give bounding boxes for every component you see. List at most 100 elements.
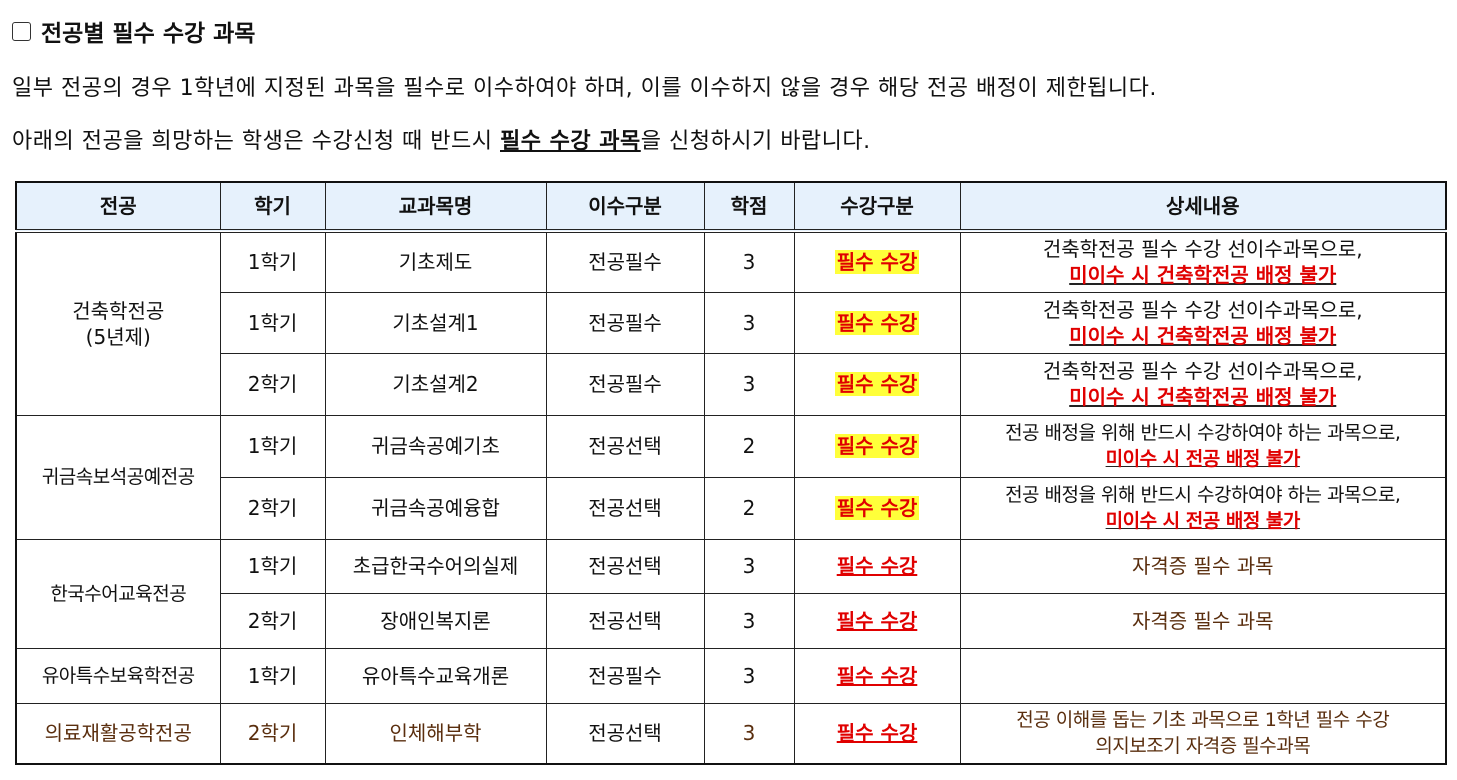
credit: 2 bbox=[742, 496, 756, 520]
detail-cell: 건축학전공 필수 수강 선이수과목으로, 미이수 시 건축학전공 배정 불가 bbox=[959, 291, 1447, 354]
column-header: 이수구분 bbox=[545, 181, 705, 233]
detail-warning: 의지보조기 자격증 필수과목 bbox=[1095, 735, 1311, 758]
major-cell: 건축학전공 (5년제) bbox=[15, 230, 221, 416]
column-header: 수강구분 bbox=[793, 181, 961, 233]
detail-cell: 건축학전공 필수 수강 선이수과목으로, 미이수 시 건축학전공 배정 불가 bbox=[959, 230, 1447, 293]
detail-warning: 미이수 시 전공 배정 불가 bbox=[1105, 510, 1301, 532]
heading-text: 전공별 필수 수강 과목 bbox=[41, 21, 256, 47]
course-name: 장애인복지론 bbox=[380, 608, 491, 633]
course-type: 전공선택 bbox=[588, 434, 662, 458]
detail-cell: 전공 배정을 위해 반드시 수강하여야 하는 과목으로, 미이수 시 전공 배정 … bbox=[959, 476, 1447, 540]
table-row: 한국수어교육전공 1학기 초급한국수어의실제 전공선택 3 필수 수강 자격증 필수 과목 bbox=[15, 538, 1447, 649]
column-header: 상세내용 bbox=[959, 181, 1447, 233]
requirement-badge: 필수 수강 bbox=[836, 608, 918, 633]
column-header: 학점 bbox=[703, 181, 795, 233]
table-row: 유아특수보육학전공 1학기 유아특수교육개론 전공필수 3 필수 수강 bbox=[15, 647, 1447, 704]
required-courses-table: 전공 학기 교과목명 이수구분 학점 수강구분 상세내용 건축학전공 (5년제) 1학기 기초제… bbox=[15, 181, 1447, 765]
credit: 3 bbox=[742, 721, 756, 746]
table-row: 의료재활공학전공 2학기 인체해부학 전공선택 3 필수 수강 전공 이해를 돕는 기초 과… bbox=[15, 702, 1447, 765]
intro-line-2: 아래의 전공을 희망하는 학생은 수강신청 때 반드시 필수 수강 과목을 신청… bbox=[12, 123, 871, 155]
course-type: 전공선택 bbox=[588, 608, 662, 633]
course-type: 전공선택 bbox=[588, 496, 662, 520]
course-type: 전공필수 bbox=[588, 250, 662, 275]
course-name: 인체해부학 bbox=[389, 721, 482, 746]
detail-warning: 미이수 시 건축학전공 배정 불가 bbox=[1069, 323, 1337, 348]
semester: 1학기 bbox=[247, 250, 298, 275]
table-row: 건축학전공 (5년제) 1학기 기초제도 전공필수 3 필수 수강 건축학전공 필수 수강 … bbox=[15, 230, 1447, 416]
detail-line: 건축학전공 필수 수강 선이수과목으로, bbox=[1042, 237, 1363, 262]
credit: 3 bbox=[742, 372, 756, 396]
credit: 3 bbox=[742, 608, 756, 633]
detail-line: 전공 배정을 위해 반드시 수강하여야 하는 과목으로, bbox=[1005, 422, 1401, 444]
detail-line: 전공 배정을 위해 반드시 수강하여야 하는 과목으로, bbox=[1005, 484, 1401, 506]
major-cell: 귀금속보석공예전공 bbox=[15, 414, 221, 540]
detail-warning: 미이수 시 건축학전공 배정 불가 bbox=[1069, 263, 1337, 288]
credit: 3 bbox=[742, 663, 756, 688]
intro-line-1: 일부 전공의 경우 1학년에 지정된 과목을 필수로 이수하여야 하며, 이를 … bbox=[12, 76, 1157, 101]
major-name: 한국수어교육전공 bbox=[50, 582, 187, 605]
column-header: 전공 bbox=[15, 181, 221, 233]
detail-cell: 자격증 필수 과목 bbox=[959, 538, 1447, 594]
detail-warning: 미이수 시 전공 배정 불가 bbox=[1105, 448, 1301, 470]
credit: 3 bbox=[742, 310, 756, 335]
table-row: 1학기 기초설계1 전공필수 3 필수 수강 건축학전공 필수 수강 선이수과목으로, 미이… bbox=[16, 291, 1447, 354]
intro-text: 아래의 전공을 희망하는 학생은 수강신청 때 반드시 bbox=[12, 129, 500, 154]
course-name: 기초설계1 bbox=[392, 310, 479, 335]
credit: 3 bbox=[742, 554, 756, 578]
intro-text: 을 신청하시기 바랍니다. bbox=[640, 129, 871, 154]
table-row: 2학기 기초설계2 전공필수 3 필수 수강 건축학전공 필수 수강 선이수과목으로, 미이… bbox=[16, 352, 1447, 416]
major-name: 건축학전공 (5년제) bbox=[72, 298, 165, 349]
credit: 3 bbox=[742, 250, 756, 275]
semester: 1학기 bbox=[247, 663, 298, 688]
table-row: 귀금속보석공예전공 1학기 귀금속공예기초 전공선택 2 필수 수강 전공 배정을 위해 반… bbox=[15, 414, 1447, 540]
course-name: 귀금속공예기초 bbox=[371, 434, 500, 458]
detail-cell: 전공 배정을 위해 반드시 수강하여야 하는 과목으로, 미이수 시 전공 배정 … bbox=[959, 414, 1447, 478]
requirement-badge: 필수 수강 bbox=[834, 250, 920, 275]
detail-cell bbox=[959, 647, 1447, 704]
column-header: 교과목명 bbox=[324, 181, 547, 233]
requirement-badge: 필수 수강 bbox=[836, 721, 918, 746]
column-header: 학기 bbox=[219, 181, 326, 233]
semester: 1학기 bbox=[247, 554, 298, 578]
detail-line: 전공 이해를 돕는 기초 과목으로 1학년 필수 수강 bbox=[1016, 709, 1390, 732]
detail-line: 건축학전공 필수 수강 선이수과목으로, bbox=[1042, 359, 1363, 383]
course-name: 기초설계2 bbox=[392, 372, 479, 396]
requirement-badge: 필수 수강 bbox=[834, 496, 920, 520]
semester: 2학기 bbox=[247, 608, 298, 633]
course-type: 전공필수 bbox=[588, 663, 662, 688]
table-row: 2학기 장애인복지론 전공선택 3 필수 수강 자격증 필수 과목 bbox=[16, 592, 1447, 649]
major-cell: 의료재활공학전공 bbox=[15, 702, 221, 765]
course-type: 전공선택 bbox=[588, 721, 662, 746]
course-name: 기초제도 bbox=[398, 250, 473, 275]
course-type: 전공선택 bbox=[588, 554, 662, 578]
detail-line: 건축학전공 필수 수강 선이수과목으로, bbox=[1042, 297, 1363, 322]
semester: 2학기 bbox=[247, 496, 298, 520]
requirement-badge: 필수 수강 bbox=[836, 663, 918, 688]
detail-cell: 자격증 필수 과목 bbox=[959, 592, 1447, 649]
requirement-badge: 필수 수강 bbox=[834, 434, 920, 458]
checkbox-square-icon bbox=[12, 21, 31, 41]
semester: 1학기 bbox=[247, 310, 298, 335]
detail-warning: 미이수 시 건축학전공 배정 불가 bbox=[1069, 385, 1337, 409]
semester: 1학기 bbox=[247, 434, 298, 458]
major-cell: 한국수어교육전공 bbox=[15, 538, 221, 649]
table-row: 2학기 귀금속공예융합 전공선택 2 필수 수강 전공 배정을 위해 반드시 수강하여야 … bbox=[16, 476, 1447, 540]
semester: 2학기 bbox=[247, 721, 298, 746]
requirement-badge: 필수 수강 bbox=[834, 372, 920, 396]
major-name: 귀금속보석공예전공 bbox=[41, 466, 195, 488]
course-name: 귀금속공예융합 bbox=[371, 496, 500, 520]
requirement-badge: 필수 수강 bbox=[836, 554, 918, 578]
requirement-badge: 필수 수강 bbox=[834, 310, 920, 335]
intro-emphasis: 필수 수강 과목 bbox=[500, 129, 641, 154]
semester: 2학기 bbox=[247, 372, 298, 396]
course-type: 전공필수 bbox=[588, 372, 662, 396]
course-name: 초급한국수어의실제 bbox=[352, 554, 519, 578]
major-name: 의료재활공학전공 bbox=[44, 721, 192, 746]
course-name: 유아특수교육개론 bbox=[361, 663, 510, 688]
credit: 2 bbox=[742, 434, 756, 458]
detail-line: 자격증 필수 과목 bbox=[1131, 554, 1274, 578]
section-heading: 전공별 필수 수강 과목 bbox=[12, 14, 255, 48]
detail-cell: 건축학전공 필수 수강 선이수과목으로, 미이수 시 건축학전공 배정 불가 bbox=[959, 352, 1447, 416]
major-cell: 유아특수보육학전공 bbox=[15, 647, 221, 704]
